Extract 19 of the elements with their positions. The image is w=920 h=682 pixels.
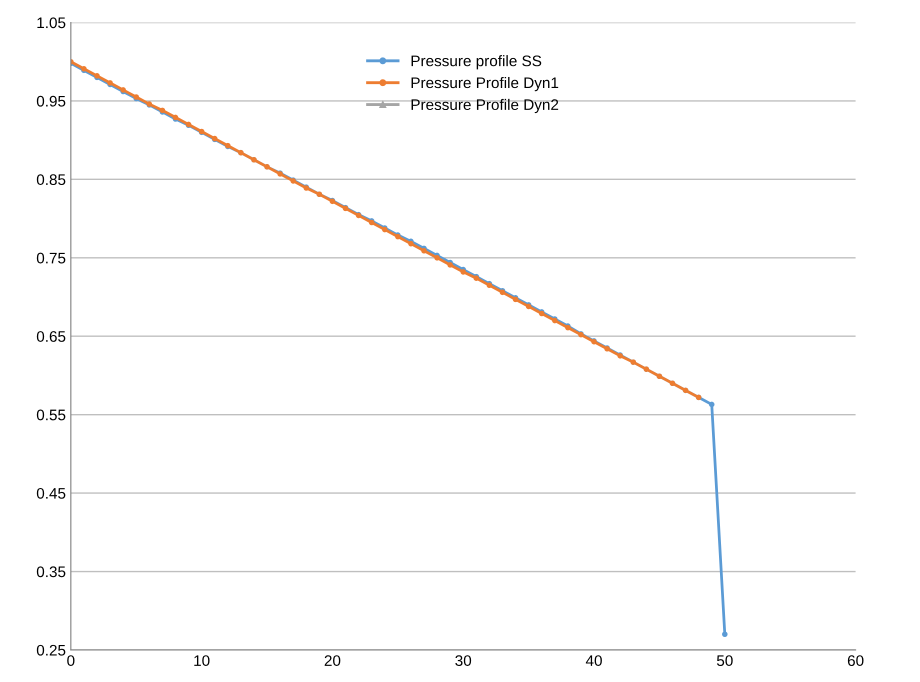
legend-label: Pressure Profile Dyn1	[412, 76, 558, 92]
y-tick-label: 0.85	[36, 174, 66, 186]
y-tick-label: 0.25	[36, 644, 66, 656]
x-tick-label: 60	[848, 655, 864, 666]
x-tick-label: 0	[67, 655, 74, 666]
x-tick-label: 30	[455, 655, 472, 666]
x-tick-label: 50	[716, 655, 733, 666]
y-tick-label: 0.65	[36, 331, 66, 342]
y-tick-label: 0.95	[36, 96, 66, 107]
y-tick-label: 0.55	[36, 410, 66, 420]
y-tick-label: 0.45	[36, 488, 66, 499]
x-tick-label: 40	[586, 655, 602, 666]
x-tick-label: 20	[324, 655, 340, 666]
y-tick-label: 0.75	[36, 252, 66, 264]
y-tick-label: 0.35	[36, 566, 66, 578]
legend-label: Pressure profile SS	[412, 55, 542, 70]
y-tick-label: 1.05	[37, 17, 66, 28]
x-tick-label: 10	[194, 655, 210, 666]
legend-label: Pressure Profile Dyn2	[412, 98, 558, 114]
